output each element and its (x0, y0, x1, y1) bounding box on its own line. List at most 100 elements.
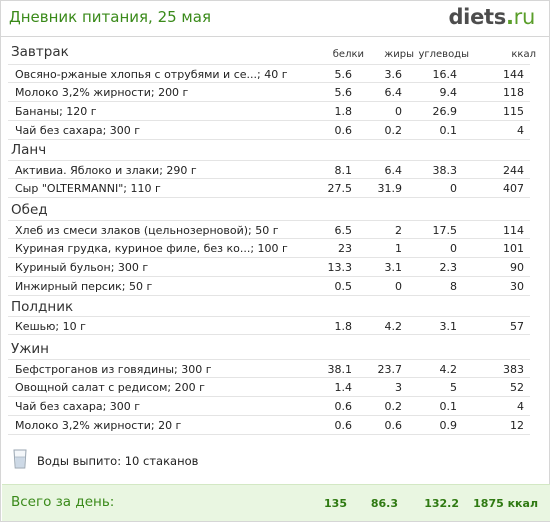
fat-value: 31.9 (377, 182, 403, 195)
logo-tld: ru (513, 5, 536, 29)
column-header-carbs: углеводы (418, 49, 469, 60)
kcal-value: 52 (510, 381, 524, 394)
protein-value: 23 (338, 242, 352, 255)
fat-value: 0 (395, 280, 402, 293)
kcal-value: 4 (517, 400, 524, 413)
food-name: Бананы; 120 г (15, 105, 97, 118)
food-name: Молоко 3,2% жирности; 200 г (15, 86, 189, 99)
fat-value: 3 (395, 381, 402, 394)
food-name: Овощной салат с редисом; 200 г (15, 381, 205, 394)
table-row: Бефстроганов из говядины; 300 г 38.1 23.… (8, 359, 530, 378)
carbs-value: 0.1 (439, 124, 458, 137)
table-row: Бананы; 120 г 1.8 0 26.9 115 (8, 102, 530, 121)
table-row: Овсяно-ржаные хлопья с отрубями и се...;… (8, 64, 530, 83)
kcal-value: 118 (503, 86, 524, 99)
food-name: Хлеб из смеси злаков (цельнозерновой); 5… (15, 224, 279, 237)
table-row: Чай без сахара; 300 г 0.6 0.2 0.1 4 (8, 121, 530, 140)
total-protein: 135 (324, 497, 347, 510)
column-header-protein: белки (332, 49, 364, 60)
kcal-value: 115 (503, 105, 524, 118)
table-row: Куриная грудка, куриное филе, без ко...;… (8, 239, 530, 258)
page-title: Дневник питания, 25 мая (9, 8, 211, 26)
carbs-value: 16.4 (432, 68, 458, 81)
carbs-value: 4.2 (439, 363, 458, 376)
column-header-kcal: ккал (511, 49, 536, 60)
logo-main: diets (448, 5, 506, 29)
total-label: Всего за день: (11, 494, 115, 510)
kcal-value: 30 (510, 280, 524, 293)
kcal-value: 4 (517, 124, 524, 137)
food-name: Бефстроганов из говядины; 300 г (15, 363, 212, 376)
kcal-value: 114 (503, 224, 524, 237)
protein-value: 0.5 (334, 280, 353, 293)
fat-value: 0.2 (384, 400, 403, 413)
kcal-value: 383 (503, 363, 524, 376)
protein-value: 1.4 (334, 381, 353, 394)
protein-value: 0.6 (334, 400, 353, 413)
food-name: Куриный бульон; 300 г (15, 261, 149, 274)
protein-value: 27.5 (327, 182, 353, 195)
carbs-value: 17.5 (432, 224, 458, 237)
carbs-value: 0 (450, 242, 457, 255)
water-text: Воды выпито: 10 стаканов (37, 454, 199, 468)
food-name: Чай без сахара; 300 г (15, 124, 141, 137)
carbs-value: 26.9 (432, 105, 458, 118)
table-row: Чай без сахара; 300 г 0.6 0.2 0.1 4 (8, 397, 530, 416)
water-glass-icon (13, 449, 27, 469)
food-name: Чай без сахара; 300 г (15, 400, 141, 413)
food-name: Куриная грудка, куриное филе, без ко...;… (15, 242, 288, 255)
fat-value: 0.6 (384, 419, 403, 432)
table-row: Хлеб из смеси злаков (цельнозерновой); 5… (8, 220, 530, 239)
fat-value: 0 (395, 105, 402, 118)
carbs-value: 0 (450, 182, 457, 195)
total-kcal: 1875 ккал (473, 497, 538, 510)
food-name: Овсяно-ржаные хлопья с отрубями и се...;… (15, 68, 288, 81)
food-name: Молоко 3,2% жирности; 20 г (15, 419, 182, 432)
protein-value: 13.3 (327, 261, 353, 274)
site-logo[interactable]: diets.ru (448, 5, 535, 29)
table-row: Куриный бульон; 300 г 13.3 3.1 2.3 90 (8, 258, 530, 277)
table-row: Активиа. Яблоко и злаки; 290 г 8.1 6.4 3… (8, 160, 530, 179)
fat-value: 4.2 (384, 320, 403, 333)
table-row: Молоко 3,2% жирности; 200 г 5.6 6.4 9.4 … (8, 83, 530, 102)
fat-value: 6.4 (384, 164, 403, 177)
carbs-value: 5 (450, 381, 457, 394)
daily-total: Всего за день: 135 86.3 132.2 1875 ккал (2, 484, 550, 521)
fat-value: 2 (395, 224, 402, 237)
carbs-value: 38.3 (432, 164, 458, 177)
protein-value: 1.8 (334, 105, 353, 118)
fat-value: 6.4 (384, 86, 403, 99)
fat-value: 0.2 (384, 124, 403, 137)
protein-value: 38.1 (327, 363, 353, 376)
logo-dot: . (505, 5, 514, 29)
table-row: Молоко 3,2% жирности; 20 г 0.6 0.6 0.9 1… (8, 416, 530, 435)
protein-value: 6.5 (334, 224, 353, 237)
carbs-value: 8 (450, 280, 457, 293)
food-name: Инжирный персик; 50 г (15, 280, 153, 293)
total-carbs: 132.2 (424, 497, 459, 510)
food-name: Сыр "OLTERMANNI"; 110 г (15, 182, 161, 195)
fat-value: 3.6 (384, 68, 403, 81)
fat-value: 23.7 (377, 363, 403, 376)
carbs-value: 9.4 (439, 86, 458, 99)
table-row: Овощной салат с редисом; 200 г 1.4 3 5 5… (8, 378, 530, 397)
kcal-value: 12 (510, 419, 524, 432)
carbs-value: 3.1 (439, 320, 458, 333)
table-row: Сыр "OLTERMANNI"; 110 г 27.5 31.9 0 407 (8, 179, 530, 198)
kcal-value: 244 (503, 164, 524, 177)
total-fat: 86.3 (370, 497, 398, 510)
protein-value: 1.8 (334, 320, 353, 333)
table-row: Инжирный персик; 50 г 0.5 0 8 30 (8, 277, 530, 296)
fat-value: 3.1 (384, 261, 403, 274)
food-name: Кешью; 10 г (15, 320, 86, 333)
table-row: Кешью; 10 г 1.8 4.2 3.1 57 (8, 316, 530, 335)
kcal-value: 407 (503, 182, 524, 195)
carbs-value: 2.3 (439, 261, 458, 274)
kcal-value: 57 (510, 320, 524, 333)
meal-title-lunch: Ланч (11, 142, 47, 158)
protein-value: 5.6 (334, 68, 353, 81)
meal-title-snack: Полдник (11, 299, 74, 315)
fat-value: 1 (395, 242, 402, 255)
food-name: Активиа. Яблоко и злаки; 290 г (15, 164, 197, 177)
